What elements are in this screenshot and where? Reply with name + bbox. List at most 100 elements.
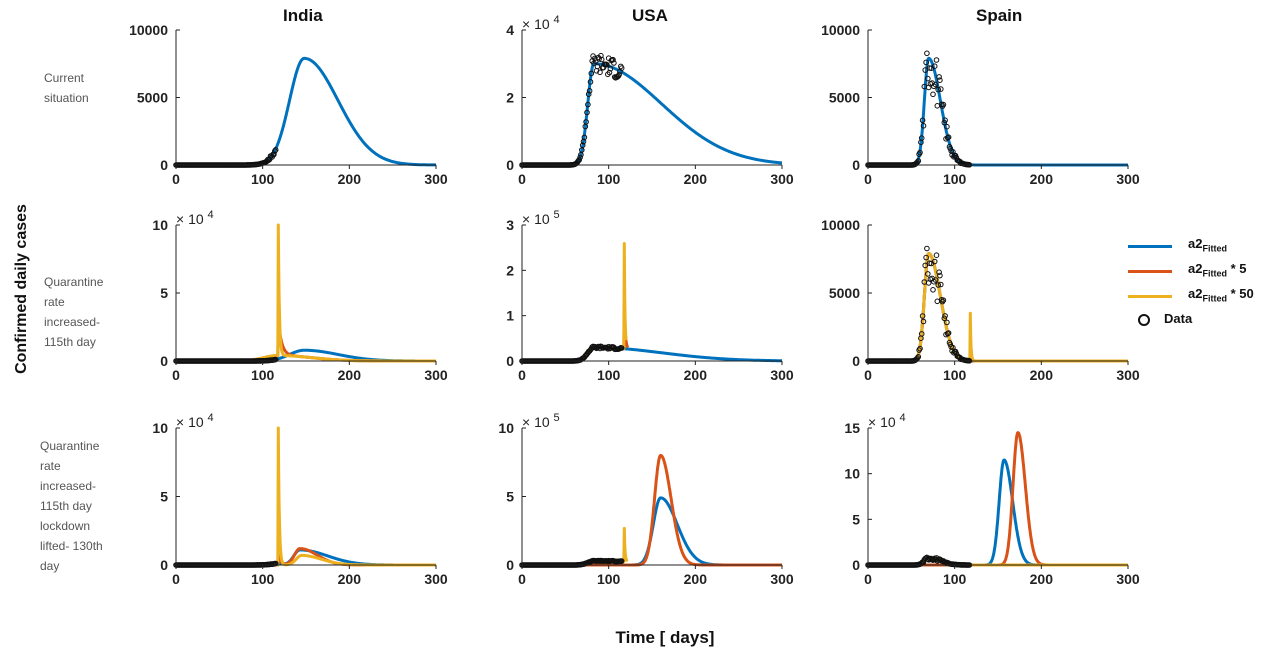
data-point: [598, 52, 604, 59]
x-tick-label: 200: [684, 571, 708, 587]
series-line-2: [174, 318, 438, 363]
data-point: [931, 278, 937, 285]
column-title-india: India: [283, 6, 323, 25]
y-tick-label: 2: [506, 262, 514, 278]
data-point: [588, 70, 595, 77]
series-line-1: [866, 458, 1130, 567]
data-point: [918, 135, 925, 141]
x-tick-label: 200: [338, 571, 362, 587]
x-tick-label: 100: [943, 571, 967, 587]
y-tick-label: 5: [506, 489, 514, 505]
x-tick-label: 200: [684, 171, 708, 187]
y-axis-exponent: × 10 5: [522, 209, 560, 227]
x-tick-label: 100: [597, 171, 621, 187]
series-line-3: [866, 252, 1130, 363]
x-tick-label: 300: [770, 571, 794, 587]
y-tick-label: 4: [506, 22, 514, 38]
y-tick-label: 5: [160, 489, 168, 505]
y-tick-label: 10: [844, 466, 860, 482]
x-tick-label: 0: [172, 171, 180, 187]
y-tick-label: 10000: [821, 217, 860, 233]
x-tick-label: 200: [1030, 571, 1054, 587]
legend-label: a2Fitted * 5: [1188, 261, 1247, 279]
series-line-2: [520, 303, 630, 363]
x-tick-label: 300: [770, 367, 794, 383]
data-point: [941, 315, 948, 322]
x-tick-label: 0: [172, 367, 180, 383]
data-point: [607, 66, 614, 72]
x-tick-label: 200: [1030, 171, 1054, 187]
y-tick-label: 0: [852, 353, 860, 369]
y-tick-label: 0: [160, 557, 168, 573]
data-point: [938, 281, 944, 288]
subplot-spain-2: 0 100 200 300 0 5000 10000: [821, 217, 1140, 383]
series-line-3: [174, 426, 438, 567]
data-point: [915, 354, 922, 360]
x-tick-label: 300: [1116, 367, 1140, 383]
data-point: [917, 345, 923, 352]
series-line-2: [866, 252, 1130, 363]
y-tick-label: 0: [852, 557, 860, 573]
x-tick-label: 300: [770, 171, 794, 187]
y-tick-label: 5000: [137, 90, 168, 106]
legend-swatch: [1128, 245, 1172, 248]
data-point: [618, 345, 625, 351]
data-point: [581, 134, 588, 141]
data-point: [935, 282, 942, 288]
y-tick-label: 5: [852, 511, 860, 527]
y-axis-exponent: × 10 5: [522, 412, 560, 430]
data-point: [584, 109, 590, 116]
data-point: [585, 91, 592, 97]
data-point: [937, 77, 943, 83]
y-tick-label: 1: [506, 308, 514, 324]
data-point: [915, 158, 922, 164]
x-tick-label: 200: [338, 367, 362, 383]
subplot-india-3: 0 100 200 300 0 5 10 × 10 4: [152, 412, 447, 587]
x-tick-label: 300: [1116, 171, 1140, 187]
y-axis-exponent: × 10 4: [176, 209, 214, 227]
x-tick-label: 300: [424, 571, 448, 587]
x-tick-label: 100: [251, 571, 275, 587]
series-line-3: [520, 242, 628, 363]
y-axis-exponent-power: 4: [554, 14, 560, 26]
data-point: [925, 271, 931, 277]
data-point: [918, 331, 925, 337]
data-point: [932, 277, 939, 283]
data-point: [942, 117, 948, 123]
data-point: [931, 83, 937, 90]
data-point: [941, 119, 948, 126]
series-line-1: [174, 56, 438, 167]
legend-label: a2Fitted: [1188, 236, 1227, 254]
x-tick-label: 0: [864, 367, 872, 383]
y-tick-label: 5000: [829, 90, 860, 106]
y-tick-label: 0: [506, 157, 514, 173]
y-tick-label: 10: [152, 420, 168, 436]
data-point: [938, 86, 944, 92]
x-tick-label: 300: [1116, 571, 1140, 587]
x-tick-label: 200: [1030, 367, 1054, 383]
x-axis-label: Time [ days]: [615, 628, 715, 647]
x-tick-label: 200: [684, 367, 708, 383]
data-point: [585, 101, 591, 108]
y-tick-label: 10: [152, 217, 168, 233]
data-point: [930, 287, 936, 293]
series-line-3: [174, 223, 438, 363]
x-tick-label: 100: [943, 171, 967, 187]
data-point: [618, 65, 625, 71]
data-point: [940, 297, 947, 304]
y-axis-exponent-power: 5: [554, 209, 560, 221]
data-point: [610, 56, 616, 63]
data-point: [936, 74, 942, 80]
series-line-1: [520, 62, 784, 167]
y-axis-exponent: × 10 4: [522, 14, 560, 32]
series-line-1: [866, 252, 1130, 363]
y-tick-label: 0: [506, 353, 514, 369]
x-tick-label: 200: [338, 171, 362, 187]
row-label-lockdown: Quarantine rate increased- 115th day loc…: [40, 439, 103, 573]
x-tick-label: 0: [864, 171, 872, 187]
data-point: [931, 63, 938, 69]
data-point: [953, 350, 960, 357]
y-axis-exponent: × 10 4: [176, 412, 214, 430]
